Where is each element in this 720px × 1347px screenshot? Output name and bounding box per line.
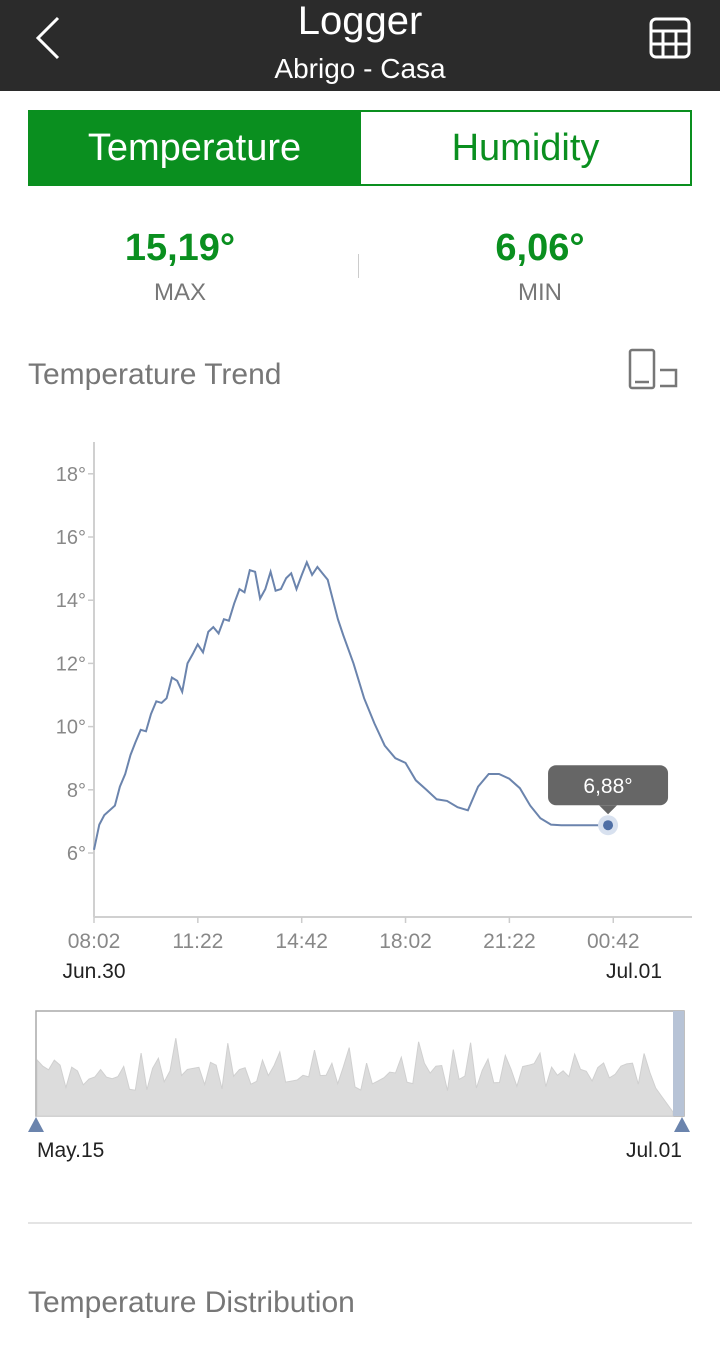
back-button[interactable] xyxy=(22,12,78,68)
temperature-series-line xyxy=(93,559,608,851)
metric-tabs: Temperature Humidity xyxy=(28,110,692,186)
y-tick-label: 6° xyxy=(67,843,86,865)
page-title: Logger xyxy=(297,0,423,43)
selected-range-window[interactable] xyxy=(673,1011,684,1116)
stat-divider xyxy=(358,254,359,278)
min-stat: 6,06° MIN xyxy=(360,222,720,312)
range-end-handle[interactable] xyxy=(674,1117,690,1132)
x-tick-label: 18:02 xyxy=(379,930,432,953)
trend-title: Temperature Trend xyxy=(28,358,282,391)
tooltip: 6,88° xyxy=(548,765,669,815)
x-tick-label: 11:22 xyxy=(172,930,223,953)
x-tick-label: 08:02 xyxy=(68,930,121,953)
section-divider xyxy=(28,1222,692,1224)
range-start-handle[interactable] xyxy=(28,1117,44,1132)
temperature-trend-chart[interactable]: 18° 16° 14° 12° 10° 8° 6° 08:02 11:22 14:42 18:02… xyxy=(0,430,720,990)
tooltip-point xyxy=(603,820,614,831)
rotate-screen-icon xyxy=(628,348,678,390)
y-tick-label: 10° xyxy=(56,717,86,739)
date-start-label: Jun.30 xyxy=(62,960,125,983)
overview-end-label: Jul.01 xyxy=(626,1139,682,1162)
min-label: MIN xyxy=(518,279,562,306)
overview-area xyxy=(36,1038,674,1117)
y-tick-label: 8° xyxy=(67,780,86,802)
x-tick-label: 00:42 xyxy=(587,930,640,953)
y-tick-label: 16° xyxy=(56,527,86,549)
rotate-screen-button[interactable] xyxy=(624,346,684,394)
y-tick-label: 12° xyxy=(56,653,86,675)
table-grid-icon xyxy=(649,17,691,59)
stats-summary: 15,19° MAX 6,06° MIN xyxy=(0,222,720,312)
max-label: MAX xyxy=(153,279,206,306)
min-value: 6,06° xyxy=(495,227,585,269)
chevron-left-icon xyxy=(35,16,60,60)
y-tick-label: 14° xyxy=(56,590,86,612)
date-end-label: Jul.01 xyxy=(606,960,662,983)
distribution-title: Temperature Distribution xyxy=(28,1286,355,1319)
logger-name: Abrigo - Casa xyxy=(274,53,446,84)
tab-humidity[interactable]: Humidity xyxy=(359,112,690,184)
x-tick-label: 14:42 xyxy=(275,930,328,953)
app-header: Logger Abrigo - Casa xyxy=(0,0,720,91)
y-tick-label: 18° xyxy=(56,464,86,486)
tooltip-value: 6,88° xyxy=(583,775,632,798)
tab-temperature[interactable]: Temperature xyxy=(30,112,359,184)
overview-start-label: May.15 xyxy=(37,1139,104,1162)
x-tick-label: 21:22 xyxy=(483,930,536,953)
table-view-button[interactable] xyxy=(644,12,696,64)
max-stat: 15,19° MAX xyxy=(0,222,360,312)
range-overview-slider[interactable]: May.15 Jul.01 xyxy=(0,1005,720,1170)
max-value: 15,19° xyxy=(124,227,236,269)
